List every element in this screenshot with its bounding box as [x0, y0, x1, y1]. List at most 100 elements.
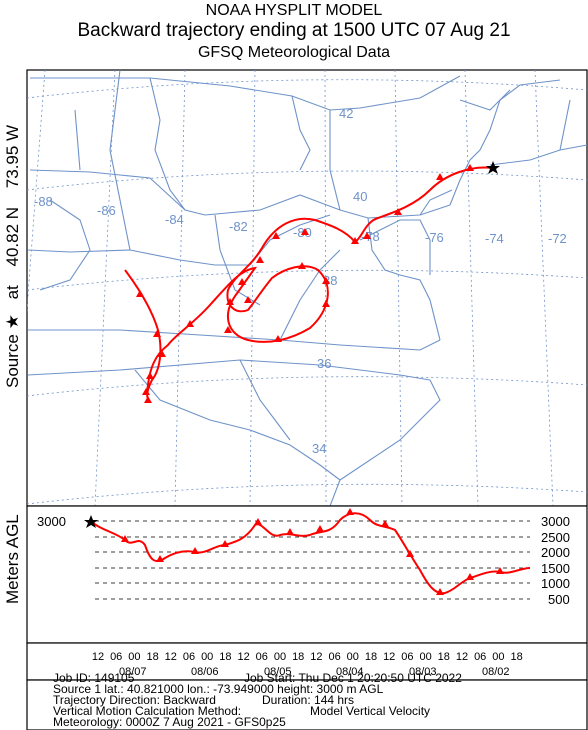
height-tick-2500: 2500 [541, 530, 570, 545]
lon-label-88: -88 [34, 194, 53, 209]
vertical-method: Vertical Motion Calculation Method: [53, 704, 242, 718]
traj-marker [158, 350, 166, 357]
hour-tick-label: 18 [510, 651, 522, 663]
map-frame [26, 69, 588, 507]
hour-tick-label: 18 [292, 651, 304, 663]
traj-marker [363, 232, 371, 239]
time-axis-frame [26, 642, 588, 681]
height-marker [346, 508, 354, 515]
height-tick-2000: 2000 [541, 545, 570, 560]
hour-tick-label: 06 [474, 651, 486, 663]
lat-label-36: 36 [317, 356, 331, 371]
hour-tick-label: 00 [201, 651, 213, 663]
hour-tick-label: 00 [274, 651, 286, 663]
lat-label-40: 40 [353, 189, 367, 204]
height-tick-3000: 3000 [541, 514, 570, 529]
height-marker [286, 528, 294, 535]
trajectory-markers [136, 164, 474, 403]
hour-tick-label: 18 [365, 651, 377, 663]
height-panel: 3000 3000 2500 2000 1500 1000 500 [26, 505, 588, 644]
source-info: Source 1 lat.: 40.821000 lon.: -73.94900… [53, 682, 384, 696]
height-marker [254, 518, 262, 525]
lat-label-34: 34 [312, 441, 326, 456]
height-marker [316, 525, 324, 532]
height-marker [496, 567, 504, 574]
date-label-0803: 08/03 [409, 666, 437, 678]
hour-tick-label: 18 [438, 651, 450, 663]
hour-tick-label: 12 [92, 651, 104, 663]
hour-tick-label: 06 [256, 651, 268, 663]
star-icon [84, 515, 98, 528]
date-label-0806: 08/06 [191, 666, 219, 678]
height-frame [26, 505, 588, 644]
job-id: Job ID: 149105 [53, 671, 135, 685]
traj-marker [186, 320, 194, 327]
traj-marker [226, 298, 234, 305]
traj-marker [301, 228, 309, 235]
hour-tick-label: 12 [456, 651, 468, 663]
lon-label-74: -74 [485, 231, 504, 246]
map-panel: 42 40 38 36 34 -88 -86 -84 -82 -80 -78 -… [26, 69, 588, 507]
state-borders [27, 70, 587, 506]
hour-tick-label: 18 [146, 651, 158, 663]
star-icon [486, 161, 500, 174]
height-start-label: 3000 [37, 514, 66, 529]
title-model: NOAA HYSPLIT MODEL [205, 2, 383, 19]
height-tick-1000: 1000 [541, 576, 570, 591]
traj-marker [142, 388, 150, 395]
height-tick-500: 500 [548, 592, 570, 607]
height-marker [191, 547, 199, 554]
traj-marker [224, 326, 232, 333]
hour-tick-label: 00 [492, 651, 504, 663]
lon-label-86: -86 [97, 203, 116, 218]
height-marker [121, 535, 129, 542]
height-markers [121, 508, 504, 595]
height-marker [466, 573, 474, 580]
traj-marker [136, 290, 144, 297]
title-meteorology: GFSQ Meteorological Data [197, 44, 391, 61]
hour-tick-label: 06 [328, 651, 340, 663]
hour-tick-label: 06 [401, 651, 413, 663]
duration: Duration: 144 hrs [262, 693, 355, 707]
job-start: Job Start: Thu Dec 1 20:20:50 UTC 2022 [244, 671, 462, 685]
height-marker [156, 555, 164, 562]
date-label-0807: 08/07 [119, 666, 147, 678]
traj-marker [272, 232, 280, 239]
hour-tick-label: 12 [310, 651, 322, 663]
lon-label-84: -84 [165, 212, 184, 227]
traj-marker [466, 164, 474, 171]
hour-tick-label: 06 [183, 651, 195, 663]
traj-marker [256, 256, 264, 263]
date-label-0805: 08/05 [264, 666, 292, 678]
height-marker [406, 550, 414, 557]
traj-marker [322, 300, 330, 307]
title-trajectory: Backward trajectory ending at 1500 UTC 0… [77, 20, 511, 41]
traj-marker [394, 208, 402, 215]
height-gridlines [95, 520, 530, 600]
graticule [27, 70, 587, 506]
traj-marker [274, 335, 282, 342]
hour-tick-label: 00 [419, 651, 431, 663]
lat-label-42: 42 [339, 106, 353, 121]
hour-tick-label: 12 [165, 651, 177, 663]
traj-marker [322, 277, 330, 284]
traj-marker [436, 173, 444, 180]
hour-tick-label: 12 [383, 651, 395, 663]
lon-label-80: -80 [293, 225, 312, 240]
lon-label-78: -78 [361, 229, 380, 244]
height-marker [436, 588, 444, 595]
traj-marker [298, 262, 306, 269]
lon-label-76: -76 [425, 230, 444, 245]
height-marker [221, 540, 229, 547]
traj-marker [146, 372, 154, 379]
traj-marker [238, 278, 246, 285]
trajectory-direction: Trajectory Direction: Backward [53, 693, 216, 707]
meteorology: Meteorology: 0000Z 7 Aug 2021 - GFS0p25 [53, 715, 286, 729]
date-label-0802: 08/02 [482, 666, 510, 678]
traj-marker [351, 237, 359, 244]
traj-marker [153, 330, 161, 337]
lon-label-72: -72 [548, 231, 567, 246]
time-axis-panel: 12 06 00 18 12 06 00 18 12 06 00 18 12 06 00 18 12 06 00 18… [26, 642, 588, 681]
height-marker [381, 520, 389, 527]
